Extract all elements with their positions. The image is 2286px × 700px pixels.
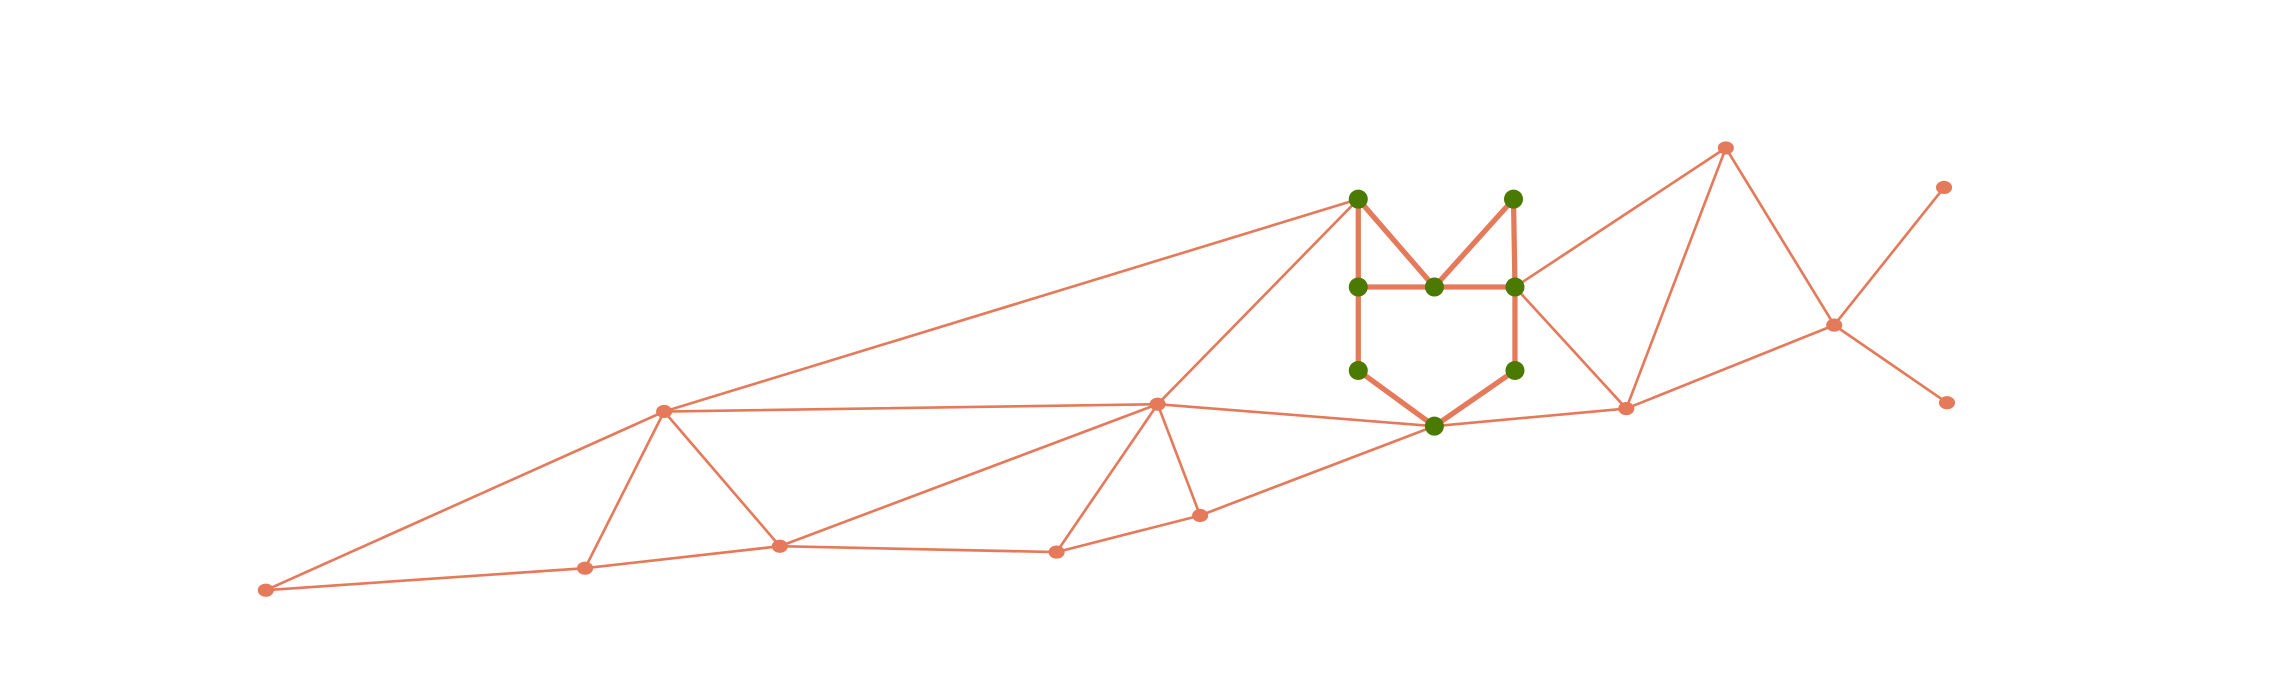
node-M-highlighted: [1348, 360, 1368, 381]
edge-F-H: [1156, 197, 1360, 406]
edge-M-O: [1355, 367, 1438, 429]
edges-layer: [264, 146, 1949, 592]
edge-R-S: [1832, 186, 1946, 327]
edge-R-T: [1832, 323, 1949, 405]
node-B: [576, 561, 594, 575]
edge-C-F: [662, 402, 1159, 413]
node-O-highlighted: [1424, 416, 1444, 436]
node-Q: [1717, 141, 1734, 155]
node-J-highlighted: [1348, 277, 1368, 297]
node-F: [1149, 397, 1166, 411]
edge-D-F: [778, 402, 1159, 548]
node-L-highlighted: [1505, 277, 1525, 297]
node-R: [1826, 318, 1843, 332]
edge-L-Q: [1513, 146, 1728, 289]
node-K-highlighted: [1424, 277, 1444, 297]
edge-A-B: [264, 566, 587, 592]
edge-D-E: [778, 544, 1058, 554]
edge-F-O: [1156, 402, 1436, 428]
edge-B-C: [583, 410, 666, 570]
node-T: [1938, 396, 1956, 410]
node-I-highlighted: [1503, 189, 1524, 209]
node-H-highlighted: [1348, 189, 1368, 209]
nodes-layer: [257, 141, 1956, 597]
edge-K-I: [1431, 196, 1517, 290]
node-P: [1618, 401, 1635, 416]
edge-F-G: [1156, 402, 1202, 517]
edge-C-D: [662, 410, 782, 548]
node-N-highlighted: [1505, 360, 1525, 381]
edge-I-L: [1510, 196, 1518, 290]
node-C: [656, 404, 673, 419]
edge-B-D: [583, 544, 782, 570]
edge-Q-R: [1724, 146, 1836, 327]
node-S: [1935, 180, 1953, 195]
edge-P-R: [1624, 323, 1836, 410]
node-D: [771, 539, 788, 553]
edge-O-P: [1433, 407, 1628, 428]
edge-E-F: [1055, 402, 1159, 554]
node-G: [1192, 508, 1209, 523]
edge-G-O: [1198, 424, 1436, 517]
edge-P-Q: [1624, 146, 1728, 410]
edge-E-G: [1055, 514, 1202, 554]
node-E: [1048, 545, 1065, 559]
edge-A-C: [264, 410, 666, 592]
edge-H-K: [1355, 196, 1438, 290]
edge-L-P: [1513, 285, 1628, 410]
node-A: [257, 583, 274, 597]
edge-N-O: [1431, 367, 1518, 429]
edge-C-H: [662, 197, 1360, 413]
